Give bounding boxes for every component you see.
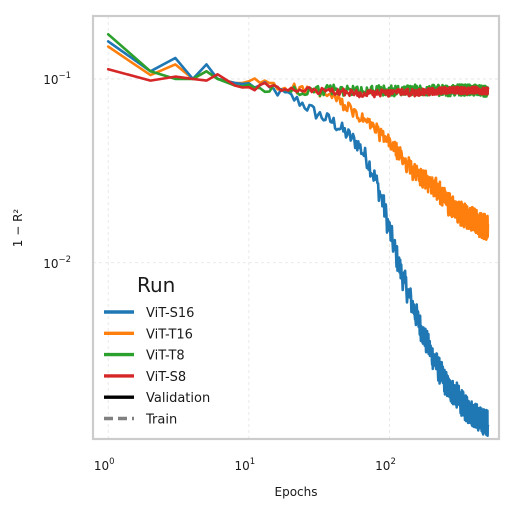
legend-label: Validation xyxy=(146,391,210,406)
x-tick-labels: 100 101 102 xyxy=(94,457,396,473)
x-tick-label: 100 xyxy=(94,457,115,473)
x-tick-label-base: 10 xyxy=(375,459,390,473)
legend-label: Train xyxy=(145,413,177,428)
y-tick-label-base: 10 xyxy=(43,257,58,271)
legend-title: Run xyxy=(137,273,175,297)
series-line-vit-s16 xyxy=(106,40,490,438)
x-axis-label: Epochs xyxy=(275,485,318,499)
y-tick-label-exponent: −1 xyxy=(58,71,71,81)
series-line-vit-t16 xyxy=(106,45,490,241)
x-tick-label-base: 10 xyxy=(235,459,250,473)
y-tick-label: 10−1 xyxy=(43,71,71,87)
x-tick-label-exponent: 1 xyxy=(250,457,255,467)
legend-label: ViT-T16 xyxy=(146,327,193,342)
legend-label: ViT-S16 xyxy=(146,306,194,321)
legend-label: ViT-S8 xyxy=(146,370,186,385)
plot-frame xyxy=(91,14,501,441)
x-tick-label-exponent: 2 xyxy=(390,457,395,467)
legend: Run ViT-S16 ViT-T16 ViT-T8 ViT-S8 Validation… xyxy=(104,273,210,428)
legend-label: ViT-T8 xyxy=(146,349,185,364)
x-tick-label: 102 xyxy=(375,457,396,473)
y-tick-label: 10−2 xyxy=(43,255,71,271)
x-tick-label: 101 xyxy=(235,457,256,473)
series-line-vit-s8 xyxy=(106,67,490,99)
x-tick-label-exponent: 0 xyxy=(109,457,114,467)
y-tick-label-base: 10 xyxy=(43,73,58,87)
x-tick-label-base: 10 xyxy=(94,459,109,473)
y-axis-label: 1 − R² xyxy=(11,209,25,248)
y-tick-label-exponent: −2 xyxy=(58,255,71,265)
series-group xyxy=(106,32,490,438)
y-tick-labels: 10−110−2 xyxy=(43,71,71,271)
